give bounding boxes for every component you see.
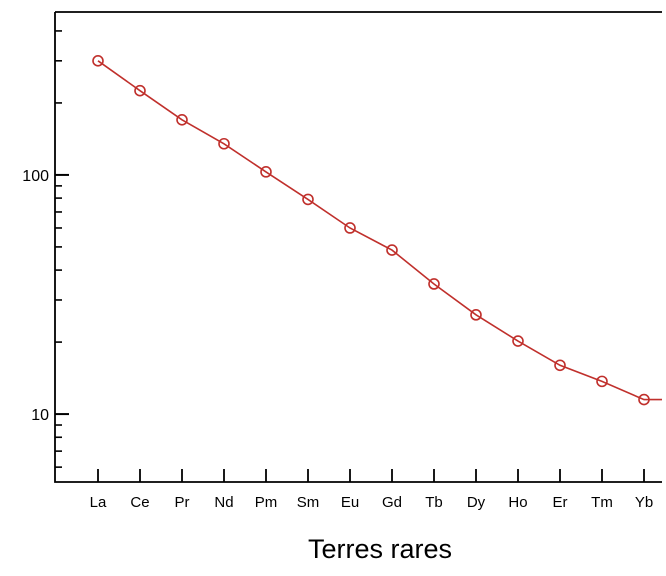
x-tick-label-pm: Pm [255,494,278,511]
data-point-nd [218,137,230,150]
data-point-tm [596,375,608,388]
x-tick-label-tb: Tb [425,494,443,511]
y-tick-label: 100 [22,168,49,185]
x-tick-label-nd: Nd [214,494,233,511]
data-point-gd [386,244,398,256]
y-axis-ticks: 10 100 [22,30,69,468]
x-tick-label-tm: Tm [591,494,613,511]
data-point-yb [638,393,650,406]
data-point-dy [470,309,482,321]
x-tick-label-yb: Yb [635,494,653,511]
data-point-pm [260,166,272,178]
series-line-0 [97,60,662,401]
plot-frame [54,11,662,483]
axes-frame [54,11,662,483]
x-tick-label-er: Er [553,494,568,511]
y-tick-label: 10 [31,407,49,424]
x-tick-label-ce: Ce [130,494,149,511]
x-tick-label-sm: Sm [297,494,320,511]
x-tick-label-eu: Eu [341,494,359,511]
x-axis-ticks: La Ce Pr Nd Pm Sm Eu Gd Tb Dy Ho Er Tm Yb [90,469,653,511]
data-point-ce [134,84,146,97]
data-point-la [92,55,104,67]
data-point-ho [512,335,524,347]
x-tick-label-ho: Ho [508,494,527,511]
data-point-pr [176,114,188,126]
x-axis-title: Terres rares [308,534,452,564]
data-point-sm [302,193,314,206]
data-point-er [554,359,566,372]
x-tick-label-pr: Pr [175,494,190,511]
data-point-eu [344,222,356,234]
series-layer [92,55,662,406]
x-tick-label-dy: Dy [467,494,486,511]
x-tick-label-la: La [90,494,107,511]
x-tick-label-gd: Gd [382,494,402,511]
data-point-tb [428,278,440,290]
